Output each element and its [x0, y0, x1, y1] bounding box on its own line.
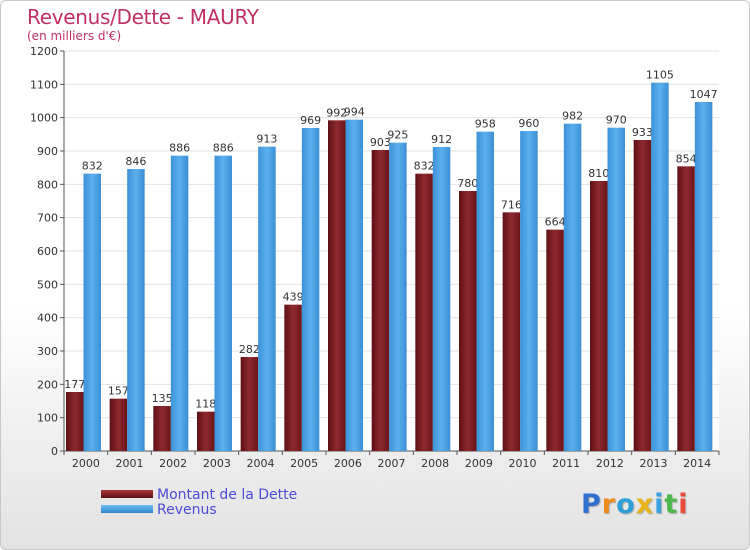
y-tick-label: 1000 [30, 112, 58, 125]
legend-swatch-dette [101, 490, 153, 498]
bar-revenus [520, 131, 538, 451]
data-label-dette: 118 [195, 398, 216, 411]
y-tick-label: 100 [37, 412, 58, 425]
bar-revenus [389, 142, 407, 451]
y-tick-label: 500 [37, 278, 58, 291]
bar-revenus [345, 119, 363, 452]
data-label-revenus: 960 [518, 117, 539, 130]
bar-dette [546, 229, 564, 451]
bar-dette [371, 150, 390, 451]
data-label-revenus: 832 [82, 160, 103, 173]
x-tick-label: 2002 [159, 457, 187, 470]
y-tick-label: 1200 [30, 45, 58, 58]
data-label-dette: 716 [501, 198, 522, 211]
data-label-revenus: 1105 [646, 69, 674, 82]
data-label-dette: 282 [239, 343, 260, 356]
data-label-revenus: 912 [431, 133, 452, 146]
bar-dette [109, 398, 128, 451]
data-label-revenus: 846 [125, 155, 146, 168]
proxiti-logo: Proxiti [581, 489, 689, 520]
bar-dette [197, 411, 215, 451]
y-tick-label: 700 [37, 212, 58, 225]
bar-revenus [214, 155, 232, 451]
y-tick-label: 600 [37, 245, 58, 258]
bar-revenus [432, 147, 451, 451]
x-tick-label: 2006 [334, 457, 362, 470]
data-label-dette: 664 [545, 216, 566, 229]
data-label-dette: 810 [588, 167, 609, 180]
data-label-dette: 854 [676, 152, 697, 165]
bar-revenus [476, 131, 494, 451]
y-tick-label: 800 [37, 178, 58, 191]
bar-revenus [607, 127, 625, 452]
data-label-dette: 780 [457, 177, 478, 190]
x-tick-label: 2011 [552, 457, 580, 470]
x-tick-label: 2008 [421, 457, 449, 470]
bar-dette [240, 357, 259, 451]
bar-revenus [651, 82, 669, 452]
y-tick-label: 900 [37, 145, 58, 158]
data-label-dette: 933 [632, 126, 653, 139]
data-label-revenus: 969 [300, 114, 321, 127]
data-label-revenus: 886 [213, 142, 234, 155]
bar-revenus [170, 155, 189, 451]
bar-revenus [258, 146, 276, 451]
chart-subtitle: (en milliers d'€) [27, 29, 122, 43]
y-tick-label: 300 [37, 345, 58, 358]
data-label-dette: 177 [64, 378, 85, 391]
data-label-revenus: 970 [606, 114, 627, 127]
data-label-revenus: 925 [387, 129, 408, 142]
chart-title: Revenus/Dette - MAURY [27, 5, 259, 29]
bar-dette [590, 181, 608, 451]
bar-revenus [127, 169, 145, 451]
x-tick-label: 2001 [116, 457, 144, 470]
data-label-revenus: 982 [562, 110, 583, 123]
data-label-revenus: 958 [475, 118, 496, 131]
x-tick-label: 2004 [247, 457, 275, 470]
bar-dette [284, 304, 302, 451]
legend-label-revenus: Revenus [157, 502, 217, 518]
x-tick-label: 2012 [596, 457, 624, 470]
data-label-revenus: 913 [256, 133, 277, 146]
legend-label-dette: Montant de la Dette [157, 487, 298, 503]
data-label-dette: 439 [283, 291, 304, 304]
x-tick-label: 2010 [509, 457, 537, 470]
bar-revenus [301, 128, 320, 451]
x-tick-label: 2000 [72, 457, 100, 470]
bar-dette [459, 191, 477, 451]
data-label-dette: 903 [370, 136, 391, 149]
y-tick-label: 1100 [30, 78, 58, 91]
x-tick-label: 2014 [683, 457, 711, 470]
bar-revenus [563, 123, 582, 452]
bar-dette [66, 392, 84, 451]
data-label-revenus: 994 [344, 106, 365, 119]
data-label-dette: 157 [108, 385, 129, 398]
bar-dette [677, 166, 695, 452]
x-tick-label: 2003 [203, 457, 231, 470]
bar-dette [153, 406, 171, 451]
bar-revenus [83, 173, 101, 451]
x-tick-label: 2007 [378, 457, 406, 470]
x-tick-label: 2005 [290, 457, 318, 470]
bar-dette [415, 173, 433, 451]
bar-dette [633, 140, 652, 451]
y-tick-label: 400 [37, 312, 58, 325]
data-label-revenus: 886 [169, 142, 190, 155]
x-tick-label: 2009 [465, 457, 493, 470]
data-label-dette: 832 [414, 160, 435, 173]
legend-swatch-revenus [101, 505, 153, 513]
x-tick-label: 2013 [640, 457, 668, 470]
data-label-dette: 992 [326, 106, 347, 119]
y-tick-label: 0 [51, 445, 58, 458]
data-label-dette: 135 [152, 392, 173, 405]
data-label-revenus: 1047 [690, 88, 718, 101]
bar-revenus [694, 102, 713, 451]
bar-dette [502, 212, 521, 451]
bar-dette [328, 120, 346, 451]
y-tick-label: 200 [37, 378, 58, 391]
